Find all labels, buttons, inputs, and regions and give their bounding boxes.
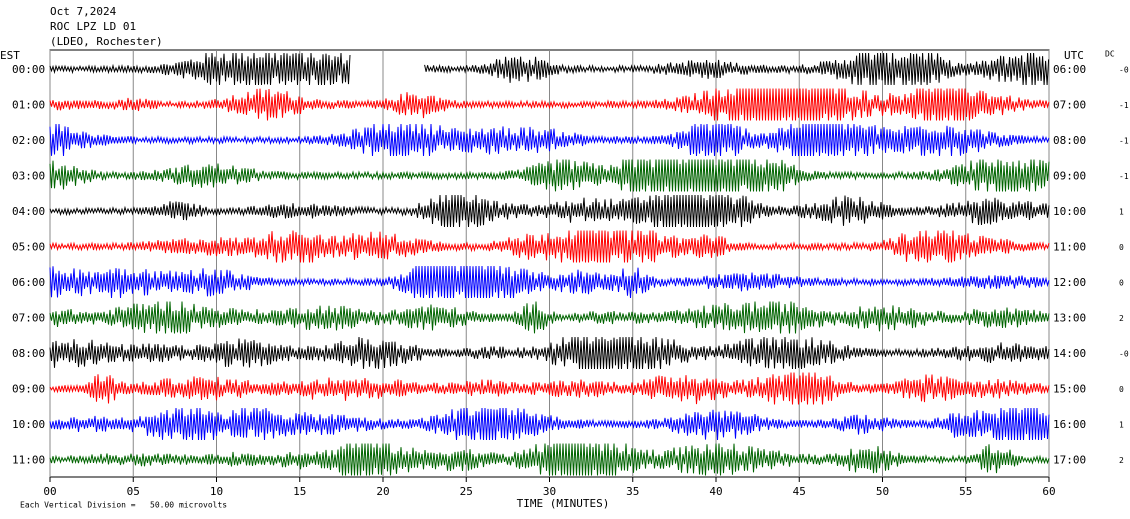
est-label: 05:00 (12, 241, 45, 254)
seismic-trace (49, 88, 1050, 121)
x-tick-label: 60 (1042, 485, 1055, 498)
dc-label: -1 (1119, 137, 1129, 146)
x-tick-label: 10 (210, 485, 223, 498)
dc-label: 0 (1119, 385, 1124, 394)
seismic-trace (49, 265, 1050, 299)
utc-label: 10:00 (1053, 205, 1086, 218)
dc-title: DC (1105, 50, 1115, 59)
seismic-trace (49, 407, 1050, 441)
dc-label: -0 (1119, 350, 1129, 359)
utc-label: 06:00 (1053, 63, 1086, 76)
est-label: 08:00 (12, 347, 45, 360)
utc-label: 09:00 (1053, 170, 1086, 183)
left-axis-title: EST (0, 49, 20, 62)
x-tick-label: 15 (293, 485, 306, 498)
title-line: (LDEO, Rochester) (50, 35, 163, 48)
seismic-trace (49, 443, 1050, 476)
utc-label: 15:00 (1053, 383, 1086, 396)
dc-label: 1 (1119, 421, 1124, 430)
seismic-trace (49, 301, 1050, 334)
x-tick-label: 25 (460, 485, 473, 498)
title-line: Oct 7,2024 (50, 5, 117, 18)
dc-label: -0 (1119, 66, 1129, 75)
x-tick-label: 40 (709, 485, 722, 498)
x-axis-title: TIME (MINUTES) (517, 497, 610, 510)
dc-label: 0 (1119, 279, 1124, 288)
est-label: 01:00 (12, 99, 45, 112)
seismic-trace (49, 159, 1050, 192)
footer: Each Vertical Division = 50.00 microvolt… (20, 501, 227, 510)
seismic-trace (49, 194, 1050, 228)
utc-label: 13:00 (1053, 312, 1086, 325)
utc-label: 11:00 (1053, 241, 1086, 254)
x-tick-label: 50 (876, 485, 889, 498)
est-label: 09:00 (12, 383, 45, 396)
title-line: ROC LPZ LD 01 (50, 20, 136, 33)
dc-label: 2 (1119, 456, 1124, 465)
dc-label: 1 (1119, 208, 1124, 217)
dc-label: -1 (1119, 172, 1129, 181)
utc-label: 16:00 (1053, 418, 1086, 431)
est-label: 02:00 (12, 134, 45, 147)
seismic-trace (49, 123, 1050, 157)
x-tick-label: 20 (376, 485, 389, 498)
dc-label: 0 (1119, 243, 1124, 252)
x-tick-label: 00 (43, 485, 56, 498)
utc-label: 12:00 (1053, 276, 1086, 289)
utc-label: 08:00 (1053, 134, 1086, 147)
x-tick-label: 55 (959, 485, 972, 498)
est-label: 10:00 (12, 418, 45, 431)
utc-label: 14:00 (1053, 347, 1086, 360)
x-tick-label: 35 (626, 485, 639, 498)
utc-label: 07:00 (1053, 99, 1086, 112)
seismic-trace (424, 52, 1050, 86)
x-tick-label: 30 (543, 485, 556, 498)
seismic-trace (49, 52, 351, 86)
seismic-trace (49, 336, 1050, 370)
seismic-trace (49, 372, 1050, 405)
seismic-trace (49, 230, 1050, 263)
utc-label: 17:00 (1053, 454, 1086, 467)
right-axis-title: UTC (1064, 49, 1084, 62)
est-label: 07:00 (12, 312, 45, 325)
dc-label: -1 (1119, 101, 1129, 110)
x-tick-label: 45 (793, 485, 806, 498)
x-tick-label: 05 (127, 485, 140, 498)
dc-label: 2 (1119, 314, 1124, 323)
est-label: 06:00 (12, 276, 45, 289)
est-label: 00:00 (12, 63, 45, 76)
est-label: 03:00 (12, 170, 45, 183)
est-label: 04:00 (12, 205, 45, 218)
est-label: 11:00 (12, 454, 45, 467)
